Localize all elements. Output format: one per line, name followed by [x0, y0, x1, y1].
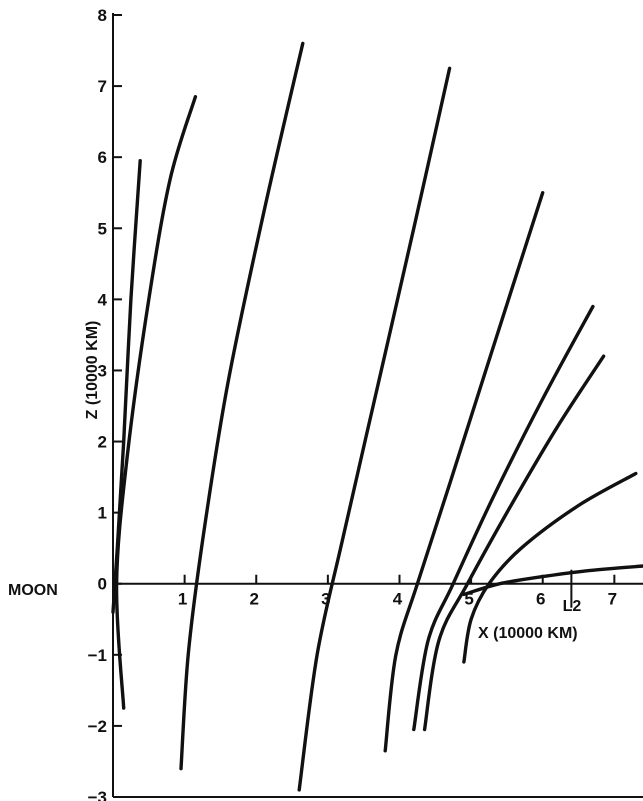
trajectory-curve: [422, 354, 606, 732]
x-tick-label: 7: [608, 590, 617, 609]
y-tick-label: 2: [98, 433, 107, 452]
y-tick-label: 6: [98, 148, 107, 167]
trajectory-curve: [462, 471, 638, 664]
chart-labels: Z (10000 KM) X (10000 KM) MOON L2: [8, 321, 581, 642]
y-tick-label: 8: [98, 6, 107, 25]
x-tick-label: 6: [536, 590, 545, 609]
l2-label: L2: [563, 598, 582, 615]
axes: −3 −2 −1 0 1 2 3 4 5 6 7 8 1 2 3 4 5 6 7: [88, 6, 643, 801]
y-tick-label: 1: [98, 504, 107, 523]
y-tick-label: −3: [88, 788, 107, 801]
x-tick-label: 1: [178, 590, 187, 609]
x-tick-label: 2: [250, 590, 259, 609]
trajectory-curve: [179, 41, 305, 771]
trajectory-curve: [383, 191, 545, 753]
x-tick-label: 3: [321, 590, 330, 609]
y-tick-label: 7: [98, 77, 107, 96]
y-tick-label: 3: [98, 361, 107, 380]
x-tick-label: 5: [464, 590, 473, 609]
trajectory-curve: [297, 66, 452, 792]
trajectory-curve: [114, 95, 198, 710]
x-axis-title: X (10000 KM): [478, 625, 578, 642]
trajectory-curve: [462, 564, 643, 597]
y-tick-label: −1: [88, 646, 107, 665]
moon-label: MOON: [8, 582, 58, 599]
x-tick-label: 4: [393, 590, 403, 609]
y-tick-label: 4: [98, 290, 108, 309]
y-tick-label: −2: [88, 717, 107, 736]
trajectory-curve: [412, 304, 595, 732]
trajectory-curves: [111, 41, 643, 792]
y-axis-title: Z (10000 KM): [84, 321, 101, 420]
y-tick-label: 5: [98, 219, 107, 238]
y-tick-label: 0: [98, 575, 107, 594]
